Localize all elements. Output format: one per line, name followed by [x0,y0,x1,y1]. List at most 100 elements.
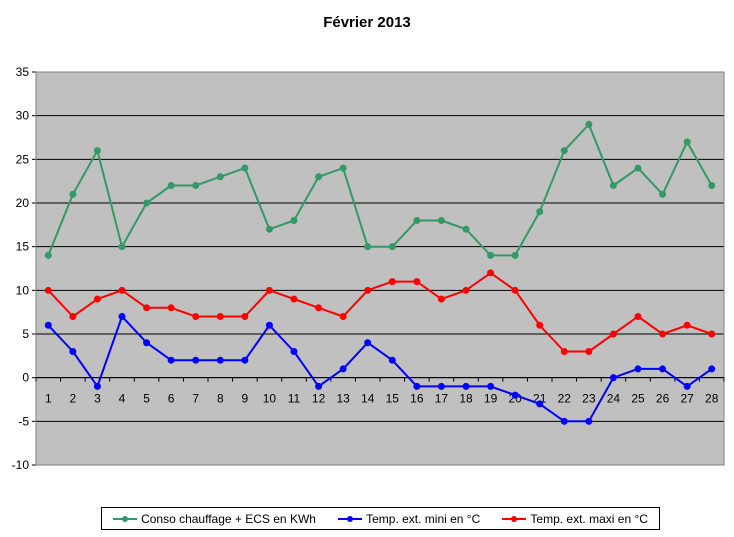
data-point [708,182,716,190]
series-line [47,271,713,353]
plot-area [36,72,724,465]
data-point [167,182,175,190]
data-point [511,391,519,399]
data-point [511,286,519,294]
data-point [413,216,421,224]
x-tick-label: 27 [680,392,694,406]
data-point [93,147,101,155]
data-point [462,382,470,390]
x-tick-label: 16 [410,392,424,406]
series-line [47,315,713,423]
data-point [118,243,126,251]
data-point [290,295,298,303]
data-point [290,216,298,224]
x-tick-label: 6 [168,392,175,406]
x-tick-label: 3 [94,392,101,406]
data-point [216,173,224,181]
x-tick-label: 14 [361,392,375,406]
data-point [241,164,249,172]
y-tick-label: 5 [22,327,29,341]
series-0 [44,120,716,259]
data-point [609,330,617,338]
data-point [585,120,593,128]
x-tick-label: 10 [263,392,277,406]
plot-border [35,71,725,466]
data-point [315,382,323,390]
x-tick-label: 8 [217,392,224,406]
x-tick-label: 24 [607,392,621,406]
data-point [167,356,175,364]
data-point [634,164,642,172]
data-point [437,295,445,303]
data-point [683,382,691,390]
y-tick-label: -5 [18,414,29,428]
y-tick-label: -10 [12,458,30,472]
data-point [708,330,716,338]
x-tick-label: 12 [312,392,326,406]
x-tick-label: 5 [143,392,150,406]
data-point [659,365,667,373]
data-point [339,365,347,373]
x-tick-label: 22 [558,392,572,406]
data-point [609,182,617,190]
data-point [364,339,372,347]
x-tick-label: 23 [582,392,596,406]
legend-marker-conso [113,514,138,524]
data-point [585,417,593,425]
data-point [659,330,667,338]
x-tick-label: 2 [70,392,77,406]
data-point [364,243,372,251]
x-tick-label: 17 [435,392,449,406]
data-point [69,190,77,198]
data-point [462,225,470,233]
data-point [143,199,151,207]
data-point [315,173,323,181]
data-point [265,225,273,233]
data-point [216,356,224,364]
y-tick-label: 0 [22,371,29,385]
data-point [437,216,445,224]
data-point [560,417,568,425]
x-tick-label: 15 [386,392,400,406]
legend-label-conso: Conso chauffage + ECS en KWh [141,511,316,526]
x-tick-label: 18 [459,392,473,406]
data-point [44,251,52,259]
y-tick-label: 20 [16,196,30,210]
series-layer [44,120,716,425]
data-point [487,269,495,277]
legend: Conso chauffage + ECS en KWh Temp. ext. … [101,507,660,530]
data-point [192,356,200,364]
legend-item-conso: Conso chauffage + ECS en KWh [113,512,316,526]
data-point [364,286,372,294]
data-point [388,356,396,364]
data-point [388,278,396,286]
x-tick-label: 25 [631,392,645,406]
data-point [44,286,52,294]
data-point [683,321,691,329]
data-point [560,347,568,355]
data-point [265,321,273,329]
data-point [413,382,421,390]
data-point [192,182,200,190]
series-2 [44,269,716,355]
data-point [167,304,175,312]
data-point [634,313,642,321]
y-tick-label: 35 [16,65,30,79]
data-point [118,286,126,294]
legend-marker-temp-maxi [502,514,527,524]
data-point [339,313,347,321]
legend-marker-temp-mini [338,514,363,524]
data-point [118,313,126,321]
legend-label-temp-maxi: Temp. ext. maxi en °C [530,511,648,526]
x-tick-label: 9 [242,392,249,406]
data-point [69,347,77,355]
x-tick-label: 7 [192,392,199,406]
data-point [192,313,200,321]
data-point [437,382,445,390]
x-tick-label: 13 [336,392,350,406]
legend-item-temp-maxi: Temp. ext. maxi en °C [502,512,648,526]
series-1 [44,313,716,425]
data-point [143,304,151,312]
x-tick-label: 19 [484,392,498,406]
